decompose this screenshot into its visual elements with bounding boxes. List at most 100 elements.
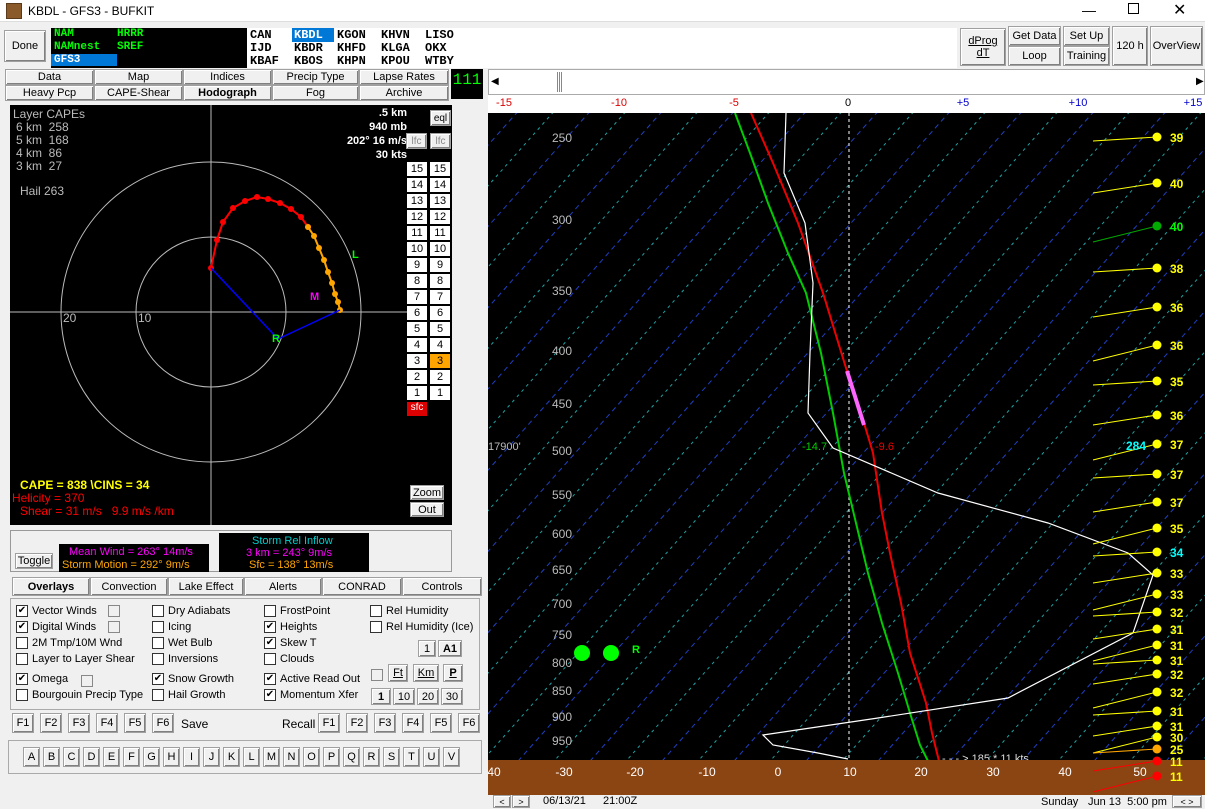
omega-option-box[interactable] xyxy=(81,675,93,687)
level-left-2[interactable]: 2 xyxy=(407,370,427,384)
level-left-11[interactable]: 11 xyxy=(407,226,427,240)
tab-convection[interactable]: Convection xyxy=(90,577,168,596)
lfc-button-right[interactable]: lfc xyxy=(430,133,451,149)
tab-fog[interactable]: Fog xyxy=(272,85,359,101)
checkbox-layer-to-layer-shear[interactable]: Layer to Layer Shear xyxy=(16,653,135,665)
letter-d-button[interactable]: D xyxy=(83,747,100,767)
letter-v-button[interactable]: V xyxy=(443,747,460,767)
level-right-6[interactable]: 6 xyxy=(430,306,450,320)
dprog-dt-button[interactable]: dProg dT xyxy=(960,28,1006,66)
model-sref[interactable]: SREF xyxy=(117,41,144,53)
checkbox-vector-winds[interactable]: ✔ Vector Winds xyxy=(16,605,97,617)
tab-heavy-pcp[interactable]: Heavy Pcp xyxy=(5,85,94,101)
tab-indices[interactable]: Indices xyxy=(183,69,272,85)
checkbox-rel-humidity[interactable]: Rel Humidity xyxy=(370,605,448,617)
tab-lapse-rates[interactable]: Lapse Rates xyxy=(359,69,449,85)
checkbox-frostpoint[interactable]: FrostPoint xyxy=(264,605,330,617)
level-left-8[interactable]: 8 xyxy=(407,274,427,288)
checkbox-wet-bulb[interactable]: Wet Bulb xyxy=(152,637,212,649)
level-left-3[interactable]: 3 xyxy=(407,354,427,368)
interval-30-button[interactable]: 30 xyxy=(441,688,463,705)
tab-controls[interactable]: Controls xyxy=(402,577,482,596)
station[interactable]: CAN xyxy=(250,28,272,42)
tab-cape-shear[interactable]: CAPE-Shear xyxy=(94,85,183,101)
done-button[interactable]: Done xyxy=(4,30,46,62)
level-right-1[interactable]: 1 xyxy=(430,386,450,400)
status-nav-arrows[interactable]: < > xyxy=(1172,795,1202,808)
checkbox-heights[interactable]: ✔ Heights xyxy=(264,621,317,633)
training-button[interactable]: Training xyxy=(1063,46,1110,66)
level-left-1[interactable]: 1 xyxy=(407,386,427,400)
slider-thumb[interactable] xyxy=(557,72,563,92)
station[interactable]: OKX xyxy=(425,41,447,55)
level-right-8[interactable]: 8 xyxy=(430,274,450,288)
letter-i-button[interactable]: I xyxy=(183,747,200,767)
level-right-14[interactable]: 14 xyxy=(430,178,450,192)
letter-a-button[interactable]: A xyxy=(23,747,40,767)
checkbox-snow-growth[interactable]: ✔ Snow Growth xyxy=(152,673,234,685)
model-hrrr[interactable]: HRRR xyxy=(117,28,144,40)
letter-n-button[interactable]: N xyxy=(283,747,300,767)
station[interactable]: KBDR xyxy=(294,41,323,55)
close-icon[interactable]: ✕ xyxy=(1173,2,1187,19)
checkbox-inversions[interactable]: Inversions xyxy=(152,653,218,665)
letter-m-button[interactable]: M xyxy=(263,747,280,767)
save-f1-button[interactable]: F1 xyxy=(12,713,34,733)
level-right-15[interactable]: 15 xyxy=(430,162,450,176)
letter-p-button[interactable]: P xyxy=(323,747,340,767)
checkbox-box[interactable]: ✔ xyxy=(152,673,164,685)
letter-r-button[interactable]: R xyxy=(363,747,380,767)
station[interactable]: KHPN xyxy=(337,54,366,68)
letter-l-button[interactable]: L xyxy=(243,747,260,767)
station[interactable]: KBAF xyxy=(250,54,279,68)
checkbox-omega[interactable]: ✔ Omega xyxy=(16,673,68,685)
sfc-button[interactable]: sfc xyxy=(407,402,427,416)
vector-winds-option-box[interactable] xyxy=(108,605,120,617)
checkbox-box[interactable]: ✔ xyxy=(16,621,28,633)
tab-archive[interactable]: Archive xyxy=(359,85,449,101)
level-right-5[interactable]: 5 xyxy=(430,322,450,336)
save-f2-button[interactable]: F2 xyxy=(40,713,62,733)
checkbox-box[interactable] xyxy=(16,653,28,665)
letter-e-button[interactable]: E xyxy=(103,747,120,767)
checkbox-box[interactable] xyxy=(152,653,164,665)
checkbox-box[interactable] xyxy=(264,605,276,617)
time-slider[interactable]: ◀ ▶ xyxy=(488,69,1205,95)
tab-overlays[interactable]: Overlays xyxy=(12,577,90,596)
toggle-button[interactable]: Toggle xyxy=(15,553,53,569)
loop-button[interactable]: Loop xyxy=(1008,46,1061,66)
level-right-3[interactable]: 3 xyxy=(430,354,450,368)
height-1-button[interactable]: 1 xyxy=(418,640,436,657)
letter-b-button[interactable]: B xyxy=(43,747,60,767)
checkbox-box[interactable] xyxy=(152,621,164,633)
checkbox-box[interactable]: ✔ xyxy=(264,689,276,701)
zoom-button[interactable]: Zoom xyxy=(410,485,444,500)
recall-f4-button[interactable]: F4 xyxy=(402,713,424,733)
recall-f3-button[interactable]: F3 xyxy=(374,713,396,733)
station[interactable]: KPOU xyxy=(381,54,410,68)
level-left-14[interactable]: 14 xyxy=(407,178,427,192)
level-left-12[interactable]: 12 xyxy=(407,210,427,224)
level-left-6[interactable]: 6 xyxy=(407,306,427,320)
checkbox-box[interactable]: ✔ xyxy=(16,673,28,685)
level-right-10[interactable]: 10 xyxy=(430,242,450,256)
checkbox-box[interactable] xyxy=(370,621,382,633)
station[interactable]: KBOS xyxy=(294,54,323,68)
model-gfs3[interactable]: GFS3 xyxy=(51,54,117,66)
station[interactable]: IJD xyxy=(250,41,272,55)
next-arrow[interactable]: > xyxy=(512,795,530,808)
station[interactable]: WTBY xyxy=(425,54,454,68)
eql-button[interactable]: eql xyxy=(430,110,451,126)
checkbox-skew-t[interactable]: ✔ Skew T xyxy=(264,637,316,649)
letter-s-button[interactable]: S xyxy=(383,747,400,767)
recall-f5-button[interactable]: F5 xyxy=(430,713,452,733)
station[interactable]: KGON xyxy=(337,28,366,42)
level-left-10[interactable]: 10 xyxy=(407,242,427,256)
checkbox-box[interactable]: ✔ xyxy=(264,673,276,685)
slider-right-arrow[interactable]: ▶ xyxy=(1196,76,1204,87)
tab-hodograph[interactable]: Hodograph xyxy=(183,85,272,101)
level-left-7[interactable]: 7 xyxy=(407,290,427,304)
p-button[interactable]: P xyxy=(443,664,463,682)
checkbox-box[interactable] xyxy=(16,637,28,649)
checkbox-box[interactable] xyxy=(370,605,382,617)
